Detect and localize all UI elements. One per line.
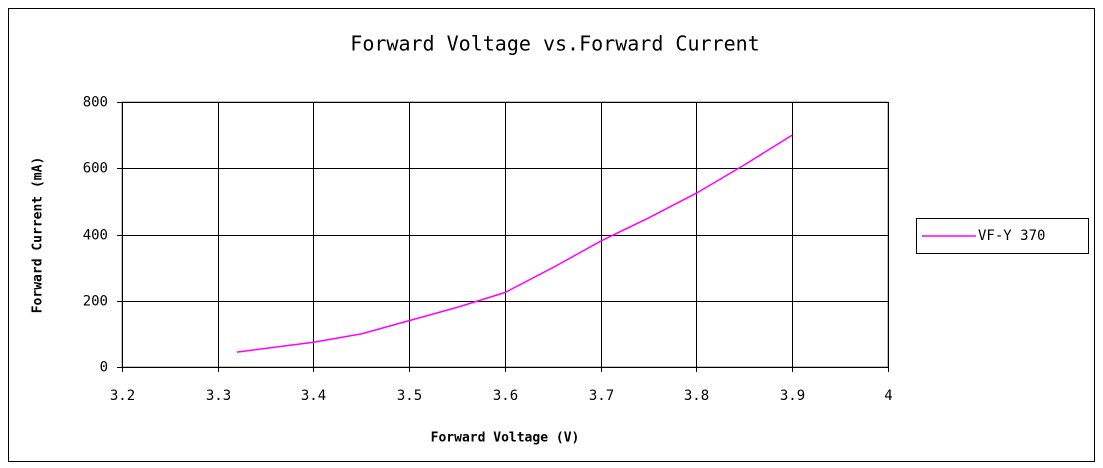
x-tick-label: 3.6	[493, 388, 518, 404]
x-tick-label: 3.8	[684, 388, 709, 404]
x-tick-label: 3.3	[206, 388, 231, 404]
x-axis-label: Forward Voltage (V)	[431, 431, 580, 446]
y-tick-label: 600	[83, 161, 108, 177]
y-tick-label: 200	[83, 294, 108, 310]
y-tick-label: 800	[83, 95, 108, 111]
y-axis-label: Forward Current (mA)	[31, 157, 46, 314]
y-tick-label: 400	[83, 228, 108, 244]
data-line	[236, 134, 793, 353]
legend-label: VF-Y 370	[978, 228, 1045, 244]
x-tick-label: 3.5	[397, 388, 422, 404]
x-tick-label: 3.4	[301, 388, 326, 404]
x-tick-label: 4	[884, 388, 892, 404]
x-tick-label: 3.7	[589, 388, 614, 404]
x-tick-label: 3.9	[780, 388, 805, 404]
chart-title: Forward Voltage vs.Forward Current	[350, 32, 759, 56]
x-tick-label: 3.2	[110, 388, 135, 404]
y-tick-label: 0	[100, 360, 108, 376]
